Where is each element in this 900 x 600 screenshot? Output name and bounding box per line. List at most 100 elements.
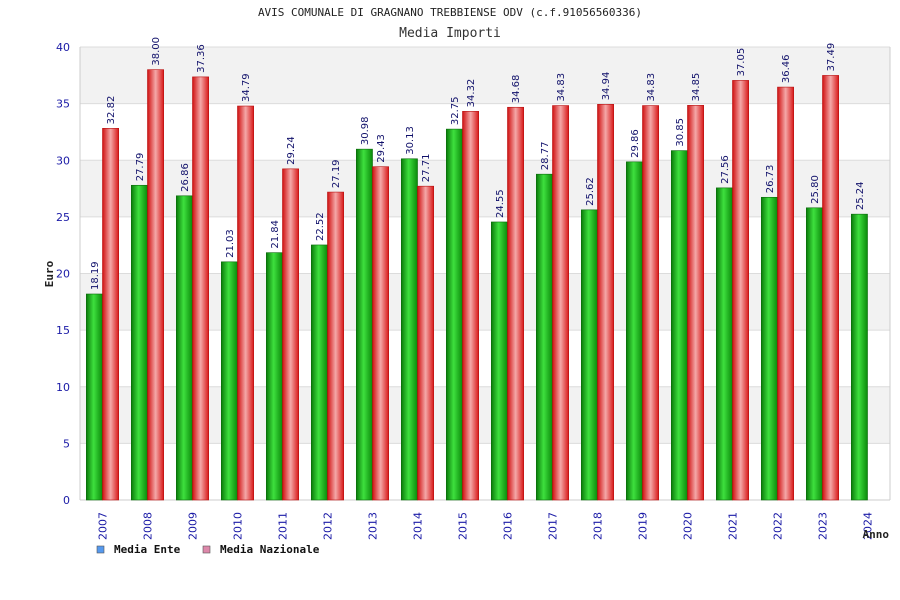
bar-media-nazionale xyxy=(552,105,570,501)
value-labels: 18.19 27.79 26.86 21.03 21.84 22.52 30.98 30.13… xyxy=(90,37,866,290)
value-label: 36.46 xyxy=(781,54,792,83)
y-tick-label: 30 xyxy=(56,154,70,167)
bar-media-nazionale xyxy=(777,86,795,501)
bar-media-ente xyxy=(265,252,283,501)
bar-media-nazionale xyxy=(597,104,615,501)
grid-band xyxy=(80,160,890,217)
grid-band xyxy=(80,103,890,161)
x-tick-label: 2023 xyxy=(817,512,830,540)
chart-title: AVIS COMUNALE DI GRAGNANO TREBBIENSE ODV… xyxy=(258,6,642,19)
bar-media-nazionale xyxy=(822,75,840,501)
value-label: 34.79 xyxy=(241,73,252,102)
x-tick-label: 2011 xyxy=(277,512,290,540)
bar-media-nazionale xyxy=(372,166,390,501)
y-tick-label: 0 xyxy=(63,494,70,507)
x-tick-label: 2021 xyxy=(727,512,740,540)
bars xyxy=(86,69,868,501)
bar-media-ente xyxy=(535,173,553,501)
legend-swatch xyxy=(96,545,105,554)
value-label: 27.19 xyxy=(331,159,342,188)
x-tick-label: 2019 xyxy=(637,512,650,540)
value-label: 29.86 xyxy=(630,129,641,158)
x-tick-label: 2014 xyxy=(412,512,425,540)
value-label: 34.83 xyxy=(556,73,567,102)
bar-media-nazionale xyxy=(642,105,660,501)
bar-media-nazionale xyxy=(507,106,525,501)
y-tick-label: 15 xyxy=(56,324,70,337)
value-label: 25.62 xyxy=(585,177,596,206)
bar-media-nazionale xyxy=(282,168,300,501)
value-label: 26.86 xyxy=(180,163,191,192)
y-tick-label: 20 xyxy=(56,268,70,281)
x-tick-label: 2018 xyxy=(592,512,605,540)
value-label: 21.84 xyxy=(270,220,281,249)
value-label: 29.43 xyxy=(376,134,387,163)
value-label: 30.98 xyxy=(360,117,371,146)
bar-media-ente xyxy=(490,221,508,501)
bar-media-ente xyxy=(131,184,148,501)
bar-media-nazionale xyxy=(192,76,210,501)
value-label: 34.68 xyxy=(511,75,522,104)
value-label: 32.75 xyxy=(450,96,461,125)
bar-media-nazionale xyxy=(102,128,120,501)
legend-label: Media Ente xyxy=(114,543,181,556)
value-label: 37.36 xyxy=(196,44,207,73)
bar-media-nazionale xyxy=(732,80,750,501)
bar-media-ente xyxy=(580,209,598,501)
y-tick-label: 25 xyxy=(56,211,70,224)
bar-media-ente xyxy=(86,293,103,501)
grid-band xyxy=(80,443,890,500)
value-label: 38.00 xyxy=(151,37,162,66)
x-tick-label: 2017 xyxy=(547,512,560,540)
x-tick-label: 2008 xyxy=(142,512,155,540)
bar-media-ente xyxy=(176,195,193,501)
chart-subtitle: Media Importi xyxy=(399,26,501,41)
value-label: 18.19 xyxy=(90,261,101,290)
value-label: 28.77 xyxy=(540,142,551,171)
x-axis-ticks: 2007 2008 2009 2010 2011 2012 2013 2014 2015 2016… xyxy=(97,512,875,540)
bar-media-ente xyxy=(850,213,868,501)
y-tick-label: 35 xyxy=(56,98,70,111)
bar-media-ente xyxy=(445,128,463,501)
bar-media-nazionale xyxy=(237,105,255,501)
value-label: 34.83 xyxy=(646,73,657,102)
y-axis-ticks: 0 5 10 15 20 25 30 35 40 xyxy=(56,41,70,507)
y-tick-label: 5 xyxy=(63,437,70,450)
x-tick-label: 2020 xyxy=(682,512,695,540)
bar-media-nazionale xyxy=(687,105,705,501)
grid-band xyxy=(80,216,890,274)
legend: Media Ente Media Nazionale xyxy=(96,543,320,556)
legend-swatch xyxy=(202,545,211,554)
value-label: 34.32 xyxy=(466,79,477,108)
value-label: 25.24 xyxy=(855,182,866,211)
x-axis-label: Anno xyxy=(863,528,890,541)
grid-lines xyxy=(79,46,891,501)
bar-media-ente xyxy=(715,187,733,501)
grid-band xyxy=(80,273,890,331)
value-label: 34.94 xyxy=(601,72,612,101)
x-tick-label: 2015 xyxy=(457,512,470,540)
bar-media-nazionale xyxy=(327,191,345,501)
x-tick-label: 2024 xyxy=(862,512,875,540)
bar-media-ente xyxy=(355,148,373,501)
value-label: 26.73 xyxy=(765,165,776,194)
x-tick-label: 2022 xyxy=(772,512,785,540)
x-tick-label: 2013 xyxy=(367,512,380,540)
value-label: 37.05 xyxy=(736,48,747,77)
x-tick-label: 2009 xyxy=(187,512,200,540)
value-label: 25.80 xyxy=(810,175,821,204)
value-label: 21.03 xyxy=(225,229,236,258)
y-tick-label: 40 xyxy=(56,41,70,54)
value-label: 32.82 xyxy=(106,96,117,125)
value-label: 30.13 xyxy=(405,126,416,155)
bar-media-ente xyxy=(670,150,688,501)
bar-media-ente xyxy=(760,196,778,501)
bar-media-nazionale xyxy=(417,185,435,501)
bar-media-ente xyxy=(400,158,418,501)
value-label: 24.55 xyxy=(495,189,506,218)
x-tick-label: 2012 xyxy=(322,512,335,540)
x-tick-label: 2010 xyxy=(232,512,245,540)
bar-media-nazionale xyxy=(147,69,165,501)
value-label: 30.85 xyxy=(675,118,686,147)
